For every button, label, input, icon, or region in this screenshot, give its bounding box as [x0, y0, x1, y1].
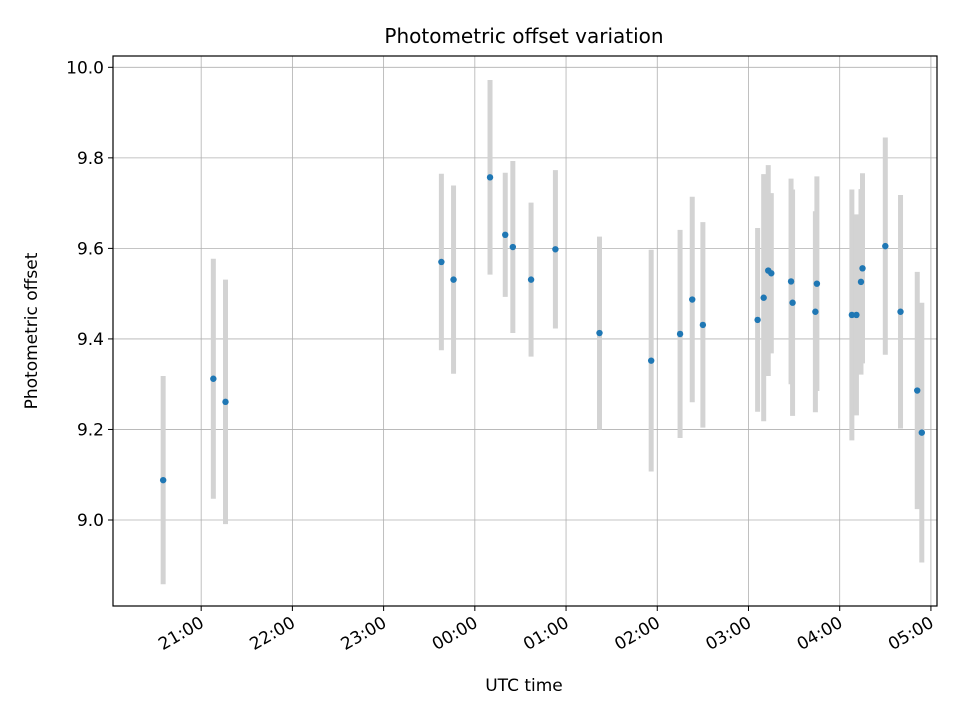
data-point: [210, 375, 217, 382]
y-tick-label: 9.4: [77, 330, 104, 350]
data-point: [918, 429, 925, 436]
data-point: [699, 321, 707, 329]
y-tick-label: 9.0: [77, 511, 104, 531]
data-point: [857, 278, 865, 286]
points: [159, 174, 925, 484]
data-point: [882, 242, 889, 250]
data-point: [438, 258, 445, 266]
y-tick-label: 10.0: [66, 58, 104, 78]
y-tick-label: 9.8: [77, 149, 104, 169]
y-tick-label: 9.2: [77, 420, 104, 440]
plot-frame: [112, 55, 938, 607]
y-axis-title: Photometric offset: [22, 252, 42, 409]
data-point: [222, 398, 229, 406]
data-point: [853, 311, 860, 319]
data-point: [789, 299, 796, 306]
data-point: [760, 294, 767, 301]
data-point: [676, 330, 684, 338]
data-point: [848, 311, 856, 319]
data-point: [596, 329, 603, 337]
data-point: [689, 296, 696, 303]
data-point: [754, 316, 761, 324]
data-point: [787, 278, 795, 285]
x-axis-title: UTC time: [485, 676, 563, 696]
data-point: [859, 265, 866, 272]
data-point: [812, 308, 819, 315]
chart-title: Photometric offset variation: [384, 24, 663, 48]
data-point: [552, 246, 559, 253]
data-point: [159, 476, 167, 484]
data-point: [768, 270, 775, 277]
data-point: [813, 280, 821, 287]
data-point: [509, 243, 517, 251]
data-point: [502, 231, 509, 239]
data-point: [450, 276, 457, 283]
data-point: [486, 174, 494, 181]
y-tick-label: 9.6: [77, 239, 104, 259]
grid: [113, 56, 937, 606]
data-point: [647, 357, 655, 364]
data-point: [527, 276, 535, 283]
data-point: [914, 387, 921, 394]
data-point: [897, 308, 904, 315]
y-ticks: 9.0 9.2 9.4 9.6 9.8 10.0: [66, 58, 113, 531]
